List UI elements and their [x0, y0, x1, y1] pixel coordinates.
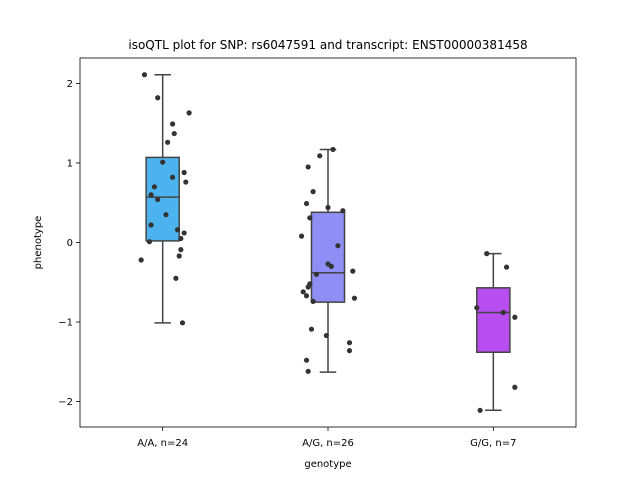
data-point [181, 230, 187, 236]
data-point [512, 384, 518, 390]
data-point [181, 169, 187, 176]
data-point [186, 110, 192, 116]
data-point [308, 326, 315, 332]
data-point [303, 357, 310, 363]
data-point [303, 200, 310, 207]
y-axis-label: phenotype [33, 216, 44, 270]
box-group-0 [138, 72, 192, 326]
data-point [305, 368, 311, 374]
box-group-1 [298, 146, 358, 374]
data-point [305, 284, 311, 290]
y-tick-label: 1 [67, 158, 73, 169]
data-point [474, 305, 480, 311]
box-group-2 [474, 251, 518, 413]
box [310, 211, 346, 303]
x-axis: A/A, n=24 A/G, n=26 G/G, n=7 [137, 427, 516, 449]
data-point [305, 164, 311, 170]
data-point [146, 239, 153, 245]
data-point [298, 233, 305, 239]
data-point [310, 298, 316, 304]
x-tick-label: A/A, n=24 [137, 438, 188, 449]
data-point [174, 227, 181, 233]
data-point [141, 72, 148, 78]
data-point [325, 204, 331, 211]
data-point [351, 295, 358, 301]
y-tick-label: 2 [67, 79, 73, 90]
data-point [176, 253, 182, 259]
data-point [310, 189, 316, 195]
y-tick-label: 0 [67, 238, 73, 249]
data-point [340, 208, 346, 214]
data-point [503, 264, 510, 270]
box [145, 156, 180, 242]
data-point [303, 293, 310, 299]
x-tick-label: A/G, n=26 [302, 438, 354, 449]
data-point [178, 247, 184, 253]
data-point [178, 235, 184, 242]
data-point [512, 314, 518, 320]
data-point [171, 130, 177, 137]
data-point [169, 121, 176, 127]
data-point [155, 95, 161, 101]
data-point [300, 289, 306, 295]
data-point [477, 407, 483, 413]
data-point [484, 251, 490, 257]
data-point [330, 146, 336, 153]
data-point [346, 340, 353, 346]
data-point [160, 159, 166, 165]
data-point [307, 215, 313, 221]
box [476, 287, 511, 353]
data-point [317, 153, 323, 159]
data-point [328, 263, 334, 269]
data-point [148, 222, 154, 228]
data-point [313, 271, 320, 277]
data-point [323, 332, 329, 339]
y-tick-label: −1 [58, 318, 73, 329]
x-tick-label: G/G, n=7 [470, 438, 516, 449]
data-point [165, 139, 171, 145]
data-point [169, 174, 176, 180]
data-point [151, 184, 157, 190]
data-point [138, 257, 144, 263]
data-point [335, 243, 341, 249]
data-point [350, 268, 356, 274]
x-axis-label: genotype [304, 459, 351, 470]
plot-area [138, 72, 518, 413]
data-point [155, 196, 161, 203]
data-point [163, 212, 169, 218]
data-point [148, 192, 154, 198]
data-point [173, 275, 179, 281]
data-point [346, 348, 353, 354]
y-axis: 2 1 0 −1 −2 [58, 79, 80, 408]
data-point [183, 179, 189, 185]
data-point [500, 309, 506, 316]
y-tick-label: −2 [58, 397, 73, 408]
chart-title: isoQTL plot for SNP: rs6047591 and trans… [128, 38, 527, 52]
data-point [179, 320, 186, 326]
